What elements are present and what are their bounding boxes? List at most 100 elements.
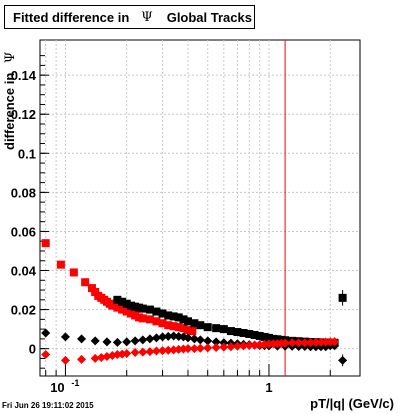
y-tick-label: 0 [29,342,36,357]
series-2-point [163,331,173,341]
series-2-point [145,334,155,344]
series-1-point [260,332,269,341]
title-suffix: Global Tracks [166,9,252,25]
series-3-point [239,341,249,351]
series-3-point [158,346,168,356]
series-0-point [138,314,147,323]
series-3-point [145,347,155,357]
title-prefix: Fitted difference in [13,9,130,25]
chart-title: Fitted difference in Ψ Global Tracks [4,5,255,29]
y-tick-label: 0.06 [11,224,36,239]
series-3-point [287,338,297,348]
series-0-point [113,303,122,312]
y-tick-label: 0.08 [11,185,36,200]
series-1-point [219,325,228,334]
series-1-point [158,309,167,318]
series-3-point [211,342,221,352]
series-2-point [189,334,199,344]
series-2-point [151,333,161,343]
series-3-point [232,341,242,351]
series-1-point [212,324,221,333]
y-tick-label: 0.04 [11,264,37,279]
series-1-point [174,313,183,322]
series-0-point [169,322,178,331]
y-axis-label: difference in Ψ [2,52,18,150]
series-2-point [203,336,213,346]
x-tick-label: 1 [265,380,272,395]
series-1-point [145,305,154,314]
series-2-point [195,335,205,345]
series-0-point [127,309,136,318]
series-2-point [130,336,140,346]
y-axis-label-text: difference in [2,72,17,150]
series-3-point [311,337,321,347]
series-1-point [113,295,122,304]
timestamp: Fri Jun 26 19:11:02 2015 [2,401,94,410]
series-0-point [152,317,161,326]
series-3-point [151,346,161,356]
series-0-point [108,301,117,310]
series-1-point [239,329,248,338]
psi-symbol: Ψ [141,9,153,25]
series-1-point [122,299,131,308]
series-1-point [183,317,192,326]
series-1-point [190,319,199,328]
series-2-point [138,335,148,345]
series-0-point [145,315,154,324]
series-2-point [183,333,193,343]
series-3-point [203,343,213,353]
series-2-point [112,337,122,347]
series-1-point [196,321,205,330]
series-3-point [60,355,70,365]
series-3-point [330,337,340,347]
y-axis-psi-symbol: Ψ [3,51,18,64]
series-1-point [179,315,188,324]
series-3-point [77,354,87,364]
series-3-point [138,347,148,357]
series-3-point [300,338,310,348]
y-tick-label: 0.1 [18,146,36,161]
series-3-point [219,342,229,352]
series-0-point [56,260,65,269]
series-1-point [169,312,178,321]
series-2-point [158,332,168,342]
series-1-point [164,311,173,320]
series-0-point [81,278,90,287]
series-3-point [226,342,236,352]
series-1-point [255,331,264,340]
series-1-point [138,304,147,313]
series-3-point [163,345,173,355]
series-1-point [118,297,127,306]
series-3-point [306,338,316,348]
series-1-point [233,328,242,337]
series-0-point [188,327,197,336]
series-2-point [122,337,132,347]
series-0-point [41,239,50,248]
series-0-point [164,321,173,330]
series-0-point [122,307,131,316]
series-0-point [174,323,183,332]
series-3-point [122,349,132,359]
x-tick-exponent: -1 [71,378,79,388]
series-3-point [244,341,254,351]
series-0-point [118,305,127,314]
series-2-point [60,332,70,342]
series-1-point [127,301,136,310]
series-1-point [203,323,212,332]
y-tick-label: 0.12 [11,107,36,122]
series-3-point [183,344,193,354]
x-axis-label: pT/|q| (GeV/c) [310,396,394,411]
series-2-point [102,337,112,347]
series-3-point [90,353,100,363]
series-3-point [96,352,106,362]
series-1-point [264,333,273,342]
series-0-point [179,324,188,333]
series-3-point [189,344,199,354]
x-tick-label: 10 [50,380,64,395]
series-3-point [41,350,51,360]
series-3-point [250,340,260,350]
series-3-point [195,343,205,353]
series-1-point [226,327,235,336]
series-1-point [245,330,254,338]
